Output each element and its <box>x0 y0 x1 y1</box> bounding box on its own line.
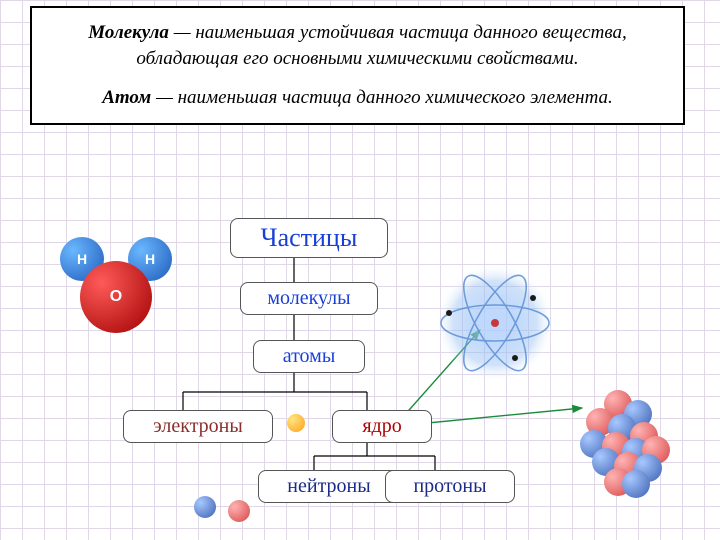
node-atoms: атомы <box>253 340 365 373</box>
node-neutrons: нейтроны <box>258 470 400 503</box>
node-nucleus: ядро <box>332 410 432 443</box>
oxygen-atom: O <box>80 261 152 333</box>
node-particles: Частицы <box>230 218 388 258</box>
node-protons: протоны <box>385 470 515 503</box>
definition-atom: Атом — наименьшая частица данного химиче… <box>50 85 665 111</box>
definition-molecule: Молекула — наименьшая устойчивая частица… <box>50 20 665 71</box>
definitions-box: Молекула — наименьшая устойчивая частица… <box>30 6 685 125</box>
term-atom: Атом <box>102 87 151 108</box>
lone-neutron-icon <box>194 496 216 518</box>
water-molecule-icon: H H O <box>50 235 190 355</box>
lone-proton-icon <box>228 500 250 522</box>
text-molecule: — наименьшая устойчивая частица данного … <box>136 22 626 69</box>
node-electrons: электроны <box>123 410 273 443</box>
electron-dot-icon <box>287 414 305 432</box>
text-atom: — наименьшая частица данного химического… <box>151 87 613 108</box>
term-molecule: Молекула <box>88 22 169 43</box>
nucleus-cluster-icon <box>560 380 680 500</box>
node-molecules: молекулы <box>240 282 378 315</box>
atom-orbital-icon <box>425 258 565 388</box>
